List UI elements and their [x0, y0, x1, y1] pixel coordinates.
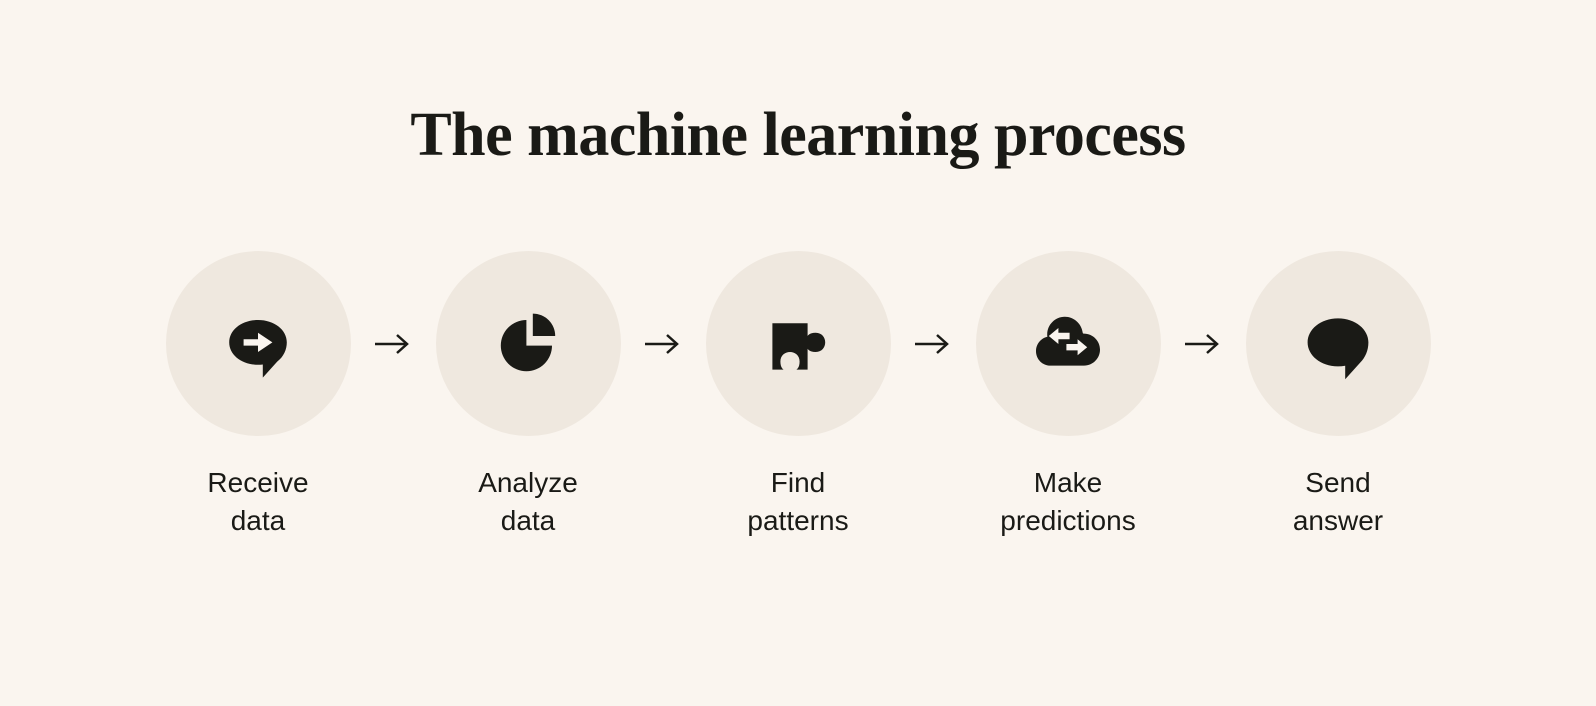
arrow-right-icon: [1183, 332, 1223, 356]
arrow-right-icon: [643, 332, 683, 356]
pie-chart-icon: [488, 304, 568, 384]
speech-arrow-icon: [218, 304, 298, 384]
speech-bubble-icon: [1298, 304, 1378, 384]
step-circle: [706, 251, 891, 436]
step-label: Send answer: [1293, 464, 1383, 540]
step-receive-data: Receive data: [153, 251, 363, 540]
step-label: Analyze data: [478, 464, 578, 540]
step-send-answer: Send answer: [1233, 251, 1443, 540]
step-circle: [1246, 251, 1431, 436]
arrow-connector: [363, 251, 423, 436]
arrow-connector: [903, 251, 963, 436]
step-make-predictions: Make predictions: [963, 251, 1173, 540]
step-analyze-data: Analyze data: [423, 251, 633, 540]
step-label: Receive data: [207, 464, 308, 540]
page-title: The machine learning process: [410, 100, 1185, 171]
step-circle: [976, 251, 1161, 436]
puzzle-icon: [758, 304, 838, 384]
flow-container: Receive data Analyze data Find patterns: [153, 251, 1443, 540]
step-circle: [436, 251, 621, 436]
cloud-arrows-icon: [1028, 304, 1108, 384]
arrow-connector: [633, 251, 693, 436]
step-find-patterns: Find patterns: [693, 251, 903, 540]
arrow-right-icon: [373, 332, 413, 356]
step-label: Find patterns: [747, 464, 848, 540]
arrow-right-icon: [913, 332, 953, 356]
arrow-connector: [1173, 251, 1233, 436]
step-circle: [166, 251, 351, 436]
step-label: Make predictions: [1000, 464, 1135, 540]
